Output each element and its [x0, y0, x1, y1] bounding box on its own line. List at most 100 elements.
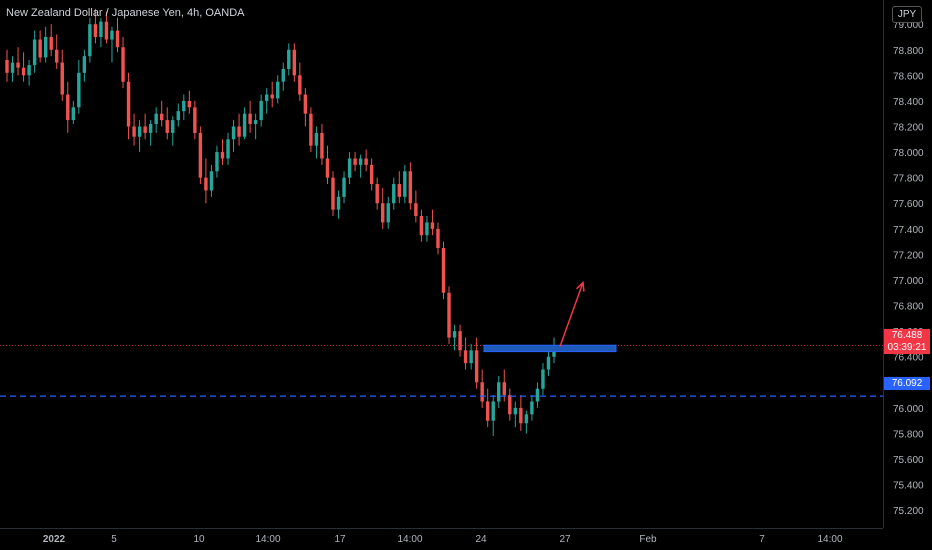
- candle-body: [513, 407, 518, 415]
- horizontal-level-tag: 76.092: [884, 377, 930, 390]
- candle: [165, 107, 169, 140]
- candle: [452, 324, 457, 351]
- candle: [143, 113, 147, 140]
- candle-body: [358, 158, 363, 165]
- candle-body: [38, 39, 42, 58]
- currency-button[interactable]: JPY: [892, 6, 922, 23]
- last-price-tag: 76.488: [884, 329, 930, 342]
- candle-body: [165, 120, 169, 133]
- candle-body: [508, 395, 512, 415]
- candle: [38, 30, 42, 63]
- candle-body: [187, 100, 192, 108]
- candle-body: [110, 30, 114, 40]
- candle: [458, 324, 462, 357]
- candle-body: [5, 59, 9, 73]
- time-tick-label: 7: [759, 534, 765, 545]
- candle: [226, 132, 230, 165]
- candle-body: [10, 62, 15, 73]
- candles-group[interactable]: [5, 8, 556, 437]
- price-tick-label: 75.800: [893, 429, 924, 440]
- price-tick-label: 75.600: [893, 455, 924, 466]
- candle: [364, 149, 368, 172]
- time-tick-label: 14:00: [397, 534, 422, 545]
- candle-body: [497, 382, 501, 402]
- price-tick-label: 79.000: [893, 20, 924, 31]
- candle: [497, 375, 501, 408]
- candle-body: [60, 62, 64, 95]
- candle-body: [397, 184, 402, 197]
- candle-body: [469, 350, 473, 364]
- price-tick-label: 77.200: [893, 250, 924, 261]
- candle-body: [198, 132, 203, 178]
- candle: [126, 72, 131, 140]
- candle-body: [248, 113, 252, 124]
- candle-body: [535, 388, 540, 402]
- candle: [469, 343, 473, 370]
- candle-body: [281, 68, 285, 82]
- support-zone-rectangle[interactable]: [483, 344, 617, 353]
- candle-body: [71, 107, 76, 121]
- candle-body: [66, 94, 70, 121]
- candle-body: [336, 196, 341, 210]
- candle-body: [21, 67, 26, 76]
- candle: [541, 363, 545, 396]
- candle: [430, 209, 435, 236]
- candle: [331, 171, 335, 217]
- candle-body: [463, 350, 468, 364]
- candle: [513, 401, 518, 428]
- price-axis-ticks: 79.000 78.800 78.600 78.400 78.200 78.000 77.8…: [893, 20, 924, 517]
- candle-body: [32, 39, 37, 66]
- candle-body: [82, 56, 87, 73]
- price-tick-label: 77.600: [893, 199, 924, 210]
- candle-body: [546, 356, 551, 370]
- drawings-group[interactable]: [0, 280, 883, 397]
- candle: [66, 81, 70, 133]
- candle-body: [414, 203, 418, 217]
- candle: [220, 139, 225, 165]
- candle-body: [143, 126, 147, 133]
- candle: [369, 158, 374, 191]
- candle-body: [519, 407, 523, 424]
- candle-body: [270, 94, 274, 99]
- candle: [508, 388, 512, 421]
- candle-body: [154, 113, 158, 124]
- candle-body: [287, 49, 291, 69]
- candle: [231, 120, 236, 153]
- candle-body: [292, 49, 297, 76]
- candle-body: [480, 382, 484, 402]
- candle-body: [231, 126, 236, 140]
- time-tick-label: 5: [111, 534, 117, 545]
- candle: [93, 8, 98, 44]
- candle-body: [27, 65, 31, 76]
- candle: [193, 100, 197, 140]
- candle: [32, 30, 37, 73]
- candle: [198, 126, 203, 185]
- price-tick-label: 75.400: [893, 481, 924, 492]
- candle: [237, 113, 241, 146]
- candle: [403, 164, 407, 204]
- candle: [176, 103, 180, 127]
- candle: [248, 100, 252, 133]
- candle: [292, 43, 297, 82]
- price-axis-border: [883, 0, 884, 528]
- time-tick-label: Feb: [639, 534, 657, 545]
- time-tick-label: 17: [334, 534, 346, 545]
- candle: [182, 94, 186, 121]
- candle: [397, 171, 402, 204]
- candle-body: [530, 401, 534, 415]
- candle: [519, 395, 523, 431]
- candle: [436, 222, 440, 255]
- candle-body: [309, 113, 313, 146]
- candle-body: [369, 164, 374, 185]
- candle: [320, 123, 324, 165]
- candle-body: [176, 111, 180, 121]
- candle-body: [226, 139, 230, 159]
- candle: [99, 17, 103, 48]
- target-arrow-line[interactable]: [559, 282, 584, 347]
- candle-body: [491, 401, 495, 421]
- candle: [215, 145, 219, 178]
- candle-body: [77, 72, 81, 108]
- time-axis-border: [0, 528, 883, 529]
